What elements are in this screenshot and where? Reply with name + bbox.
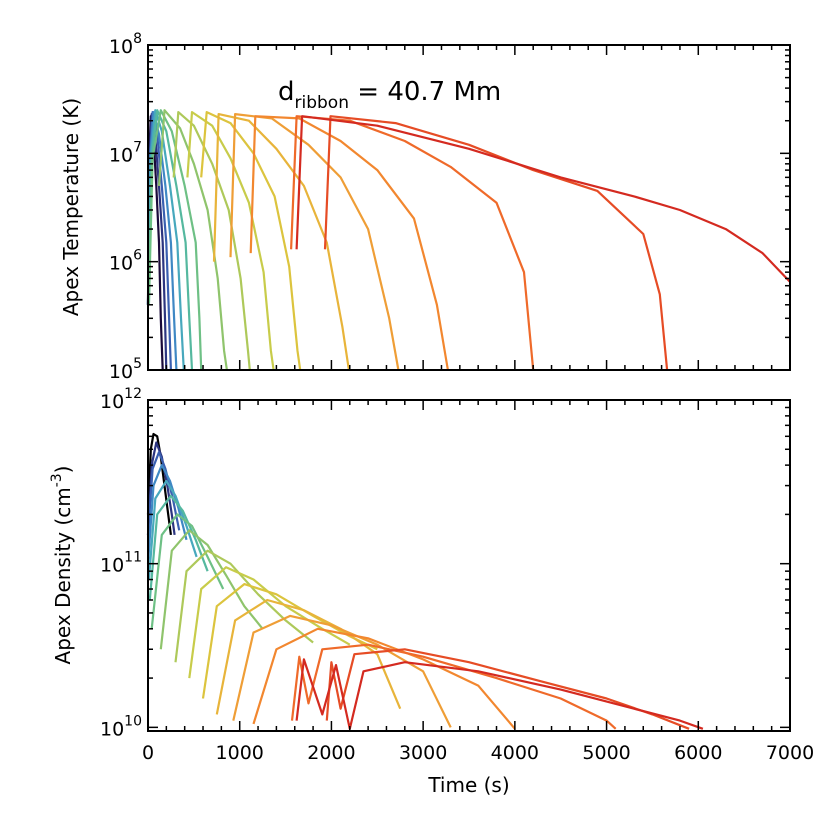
series-line — [229, 113, 400, 371]
x-axis-title: Time (s) — [427, 773, 509, 797]
density-y-axis-title-exponent: -3 — [49, 473, 65, 487]
x-tick-label: 1000 — [216, 742, 264, 764]
series-line — [323, 115, 669, 371]
density-series-group — [146, 432, 704, 730]
annotation-d-ribbon: dribbon = 40.7 Mm — [278, 77, 501, 113]
series-line — [212, 113, 350, 371]
series-line — [252, 627, 516, 730]
x-tick-label: 5000 — [582, 742, 630, 764]
series-line — [232, 614, 452, 728]
annotation-value: = 40.7 Mm — [349, 77, 501, 107]
y-tick-label: 107 — [109, 139, 142, 166]
x-tick-label: 3000 — [399, 742, 447, 764]
x-tick-label: 0 — [142, 742, 154, 764]
series-line — [174, 549, 314, 663]
series-line — [200, 111, 302, 371]
y-tick-label: 108 — [109, 31, 142, 58]
series-line — [157, 109, 228, 371]
series-line — [295, 658, 704, 730]
density-y-axis-title-text: Apex Density (cm — [51, 487, 75, 664]
series-line — [295, 115, 791, 283]
series-line — [148, 494, 209, 601]
series-line — [147, 109, 203, 371]
density-y-axis-title-close: ) — [51, 466, 75, 474]
series-line — [215, 598, 402, 715]
temperature-series-group — [146, 109, 791, 371]
y-tick-label: 1011 — [100, 550, 142, 577]
x-tick-label: 7000 — [766, 742, 814, 764]
density-y-axis-title: Apex Density (cm-3) — [49, 466, 75, 665]
series-line — [146, 451, 181, 535]
series-line — [186, 111, 275, 371]
series-line — [249, 115, 449, 371]
series-line — [147, 109, 194, 371]
annotation-main: d — [278, 77, 295, 107]
x-tick-label: 4000 — [491, 742, 539, 764]
y-tick-label: 105 — [109, 356, 142, 383]
temperature-axis-ticks: 105 106 107 108 — [109, 31, 791, 383]
density-plot-frame — [147, 399, 791, 732]
series-line — [146, 464, 188, 564]
temperature-y-axis-title: Apex Temperature (K) — [59, 98, 83, 316]
y-tick-label: 106 — [109, 248, 142, 275]
density-axis-ticks: 1010 1011 1012 0 1000 2000 3000 4000 5000 6000 700… — [100, 386, 814, 764]
series-line — [150, 513, 225, 629]
density-panel: 1010 1011 1012 0 1000 2000 3000 4000 5000 6000 700… — [49, 386, 814, 797]
y-tick-label: 1012 — [100, 386, 142, 413]
x-tick-label: 6000 — [674, 742, 722, 764]
series-line — [159, 529, 264, 650]
temperature-panel: 105 106 107 108 dribbon = 40.7 Mm Apex Temp… — [59, 31, 791, 383]
series-line — [172, 111, 251, 371]
x-tick-label: 2000 — [307, 742, 355, 764]
temperature-plot-frame — [147, 44, 791, 371]
annotation-subscript: ribbon — [295, 93, 349, 113]
y-tick-label: 1010 — [100, 713, 142, 740]
